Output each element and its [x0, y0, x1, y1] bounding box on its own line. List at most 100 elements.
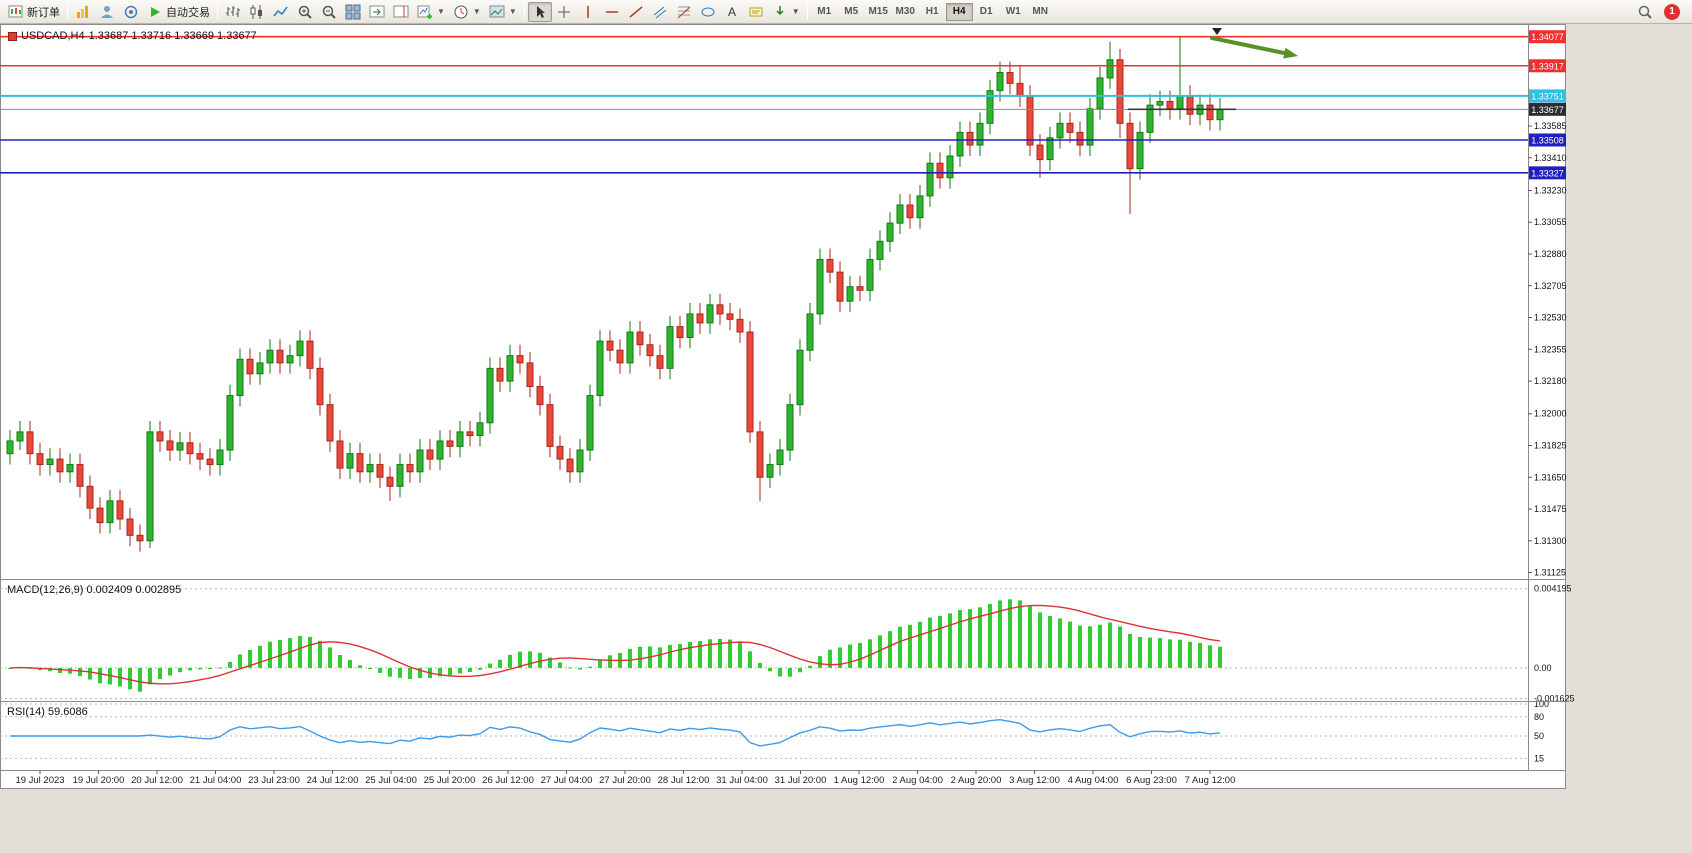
svg-text:1.33585: 1.33585 [1534, 121, 1567, 131]
dropdown-caret-icon: ▼ [472, 7, 481, 16]
svg-text:1.32000: 1.32000 [1534, 409, 1567, 419]
timeframe-mn-button[interactable]: MN [1032, 6, 1048, 17]
dropdown-caret-icon: ▼ [791, 7, 800, 16]
charts-icon [75, 4, 91, 20]
line-chart-button[interactable] [269, 2, 293, 22]
price-badge [1529, 30, 1566, 44]
triangle-marker[interactable] [1212, 28, 1222, 35]
zoom-in-button[interactable] [293, 2, 317, 22]
fibonacci-button[interactable] [672, 2, 696, 22]
periods-icon [453, 4, 469, 20]
svg-text:1.31300: 1.31300 [1534, 536, 1567, 546]
svg-text:1.31650: 1.31650 [1534, 472, 1567, 482]
svg-text:25 Jul 04:00: 25 Jul 04:00 [365, 775, 417, 786]
timeframe-m15-button[interactable]: M15 [868, 6, 888, 17]
notification-badge[interactable]: 1 [1664, 3, 1680, 20]
cursor-button[interactable] [527, 1, 552, 22]
candlestick-chart-button[interactable] [245, 2, 269, 22]
svg-text:2 Aug 04:00: 2 Aug 04:00 [892, 775, 943, 786]
time-axis: 19 Jul 2023 19 Jul 20:00 20 Jul 12:00 21 Ju… [15, 770, 1235, 786]
chart-window-background [0, 24, 1566, 789]
svg-text:1.33751: 1.33751 [1531, 91, 1564, 101]
svg-text:1.32880: 1.32880 [1534, 249, 1567, 259]
profiles-button[interactable] [95, 2, 119, 22]
trendline-button[interactable] [624, 2, 648, 22]
charts-button[interactable] [71, 2, 95, 22]
search-button[interactable] [1633, 2, 1657, 22]
trendline-icon [628, 4, 644, 20]
svg-text:1.33055: 1.33055 [1534, 217, 1567, 227]
auto-trading-button[interactable]: 自动交易 [143, 2, 214, 22]
market-watch-button[interactable] [119, 2, 143, 22]
toolbar-right-group: 1 [1633, 2, 1688, 22]
svg-text:15: 15 [1534, 753, 1544, 763]
price-badge [1529, 133, 1566, 147]
svg-text:1.33917: 1.33917 [1531, 61, 1564, 71]
tile-windows-button[interactable] [341, 2, 365, 22]
equidistant-channel-button[interactable] [648, 2, 672, 22]
chart-shift-icon [393, 4, 409, 20]
timeframe-m5-button[interactable]: M5 [844, 6, 859, 17]
chart-ohlc-text: 1.33687 1.33716 1.33669 1.33677 [88, 30, 257, 42]
svg-text:21 Jul 04:00: 21 Jul 04:00 [190, 775, 242, 786]
new-order-icon [8, 4, 24, 20]
timeframe-w1-button[interactable]: W1 [1005, 6, 1021, 17]
zoom-out-button[interactable] [317, 2, 341, 22]
price-axis: 1.33585 1.33410 1.33230 1.33055 1.32880 1.327… [1528, 121, 1567, 578]
chart-shift-button[interactable] [389, 2, 413, 22]
svg-text:23 Jul 23:00: 23 Jul 23:00 [248, 775, 300, 786]
timeframe-h1-button[interactable]: H1 [925, 6, 939, 17]
auto-scroll-button[interactable] [365, 2, 389, 22]
price-badge [1529, 89, 1566, 103]
horizontal-line-button[interactable] [600, 2, 624, 22]
bar-chart-icon [225, 4, 241, 20]
macd-panel: 0.004195 0.00 -0.001625 [0, 584, 1575, 704]
fibonacci-icon [676, 4, 692, 20]
rsi-line [10, 719, 1221, 747]
price-badge [1529, 59, 1566, 73]
new-chart-button[interactable]: ▼ [413, 2, 449, 22]
toolbar-left-group: 新订单 自动交易 ▼ ▼ ▼ A ▼ [4, 1, 811, 22]
chart-symbol-text: USDCAD,H4 [21, 30, 85, 42]
svg-text:50: 50 [1534, 731, 1544, 741]
zoom-in-icon [297, 4, 313, 20]
chart-title: USDCAD,H4 1.33687 1.33716 1.33669 1.3367… [8, 30, 257, 42]
text-label-button[interactable] [744, 2, 768, 22]
svg-text:1.33508: 1.33508 [1531, 135, 1564, 145]
toolbar-separator [67, 3, 68, 20]
price-badge [1529, 102, 1566, 116]
svg-text:26 Jul 12:00: 26 Jul 12:00 [482, 775, 534, 786]
svg-text:1.33410: 1.33410 [1534, 153, 1567, 163]
horizontal-line-icon [604, 4, 620, 20]
toolbar-separator [806, 3, 808, 20]
timeframe-m30-button[interactable]: M30 [895, 6, 915, 17]
svg-text:0.00: 0.00 [1534, 663, 1552, 673]
auto-scroll-icon [369, 4, 385, 20]
svg-text:1.32180: 1.32180 [1534, 376, 1567, 386]
timeframe-d1-button[interactable]: D1 [979, 6, 993, 17]
chart-symbol-icon [8, 31, 17, 41]
crosshair-button[interactable] [552, 2, 576, 22]
svg-text:1 Aug 12:00: 1 Aug 12:00 [834, 775, 885, 786]
timeframe-m1-button[interactable]: M1 [817, 6, 832, 17]
text-label-icon [748, 4, 764, 20]
bar-chart-button[interactable] [221, 2, 245, 22]
toolbar-separator [523, 3, 525, 20]
toolbar-separator [217, 3, 218, 20]
shapes-button[interactable] [696, 2, 720, 22]
vertical-line-icon [580, 4, 596, 20]
new-order-button[interactable]: 新订单 [4, 2, 64, 22]
svg-text:2 Aug 20:00: 2 Aug 20:00 [951, 775, 1002, 786]
arrows-button[interactable]: ▼ [768, 2, 804, 22]
svg-text:80: 80 [1534, 712, 1544, 722]
periods-button[interactable]: ▼ [449, 2, 485, 22]
text-button[interactable]: A [720, 2, 744, 22]
tile-windows-icon [345, 4, 361, 20]
svg-text:19 Jul 20:00: 19 Jul 20:00 [73, 775, 125, 786]
vertical-line-button[interactable] [576, 2, 600, 22]
templates-button[interactable]: ▼ [485, 2, 521, 22]
svg-text:100: 100 [1534, 699, 1549, 709]
green-arrow[interactable] [1210, 36, 1298, 59]
timeframe-h4-button[interactable]: H4 [945, 2, 973, 21]
